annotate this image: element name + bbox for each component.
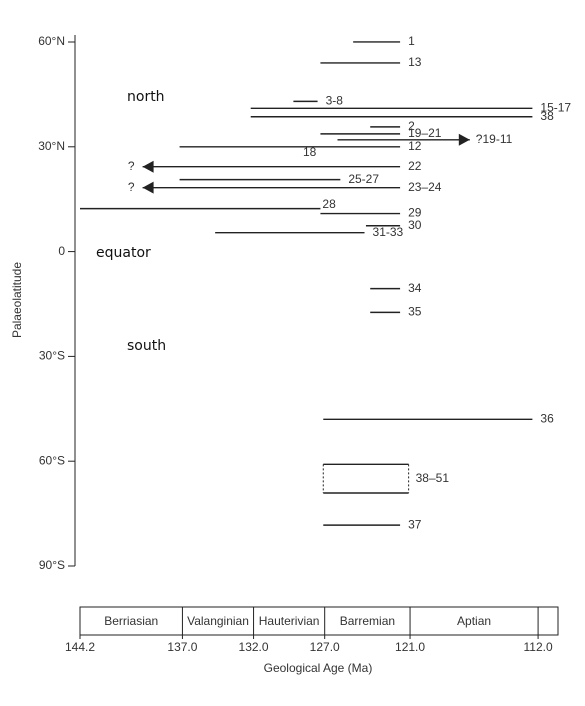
range-label: ?19-11 xyxy=(476,132,513,146)
annotation: 18 xyxy=(303,145,317,159)
x-tick-label: 121.0 xyxy=(395,640,425,654)
range-label: 31-33 xyxy=(373,225,404,239)
range-label: 30 xyxy=(408,218,422,232)
range-label: 19–21 xyxy=(408,126,442,140)
range-start-label: ? xyxy=(128,180,135,194)
x-tick-label: 112.0 xyxy=(524,640,553,654)
y-tick-label: 30°S xyxy=(39,349,65,363)
y-tick-label: 30°N xyxy=(38,139,65,153)
x-tick-label: 132.0 xyxy=(239,640,269,654)
y-tick-label: 90°S xyxy=(39,558,65,572)
stage-label: Hauterivian xyxy=(259,614,320,628)
range-label: 1 xyxy=(408,34,415,48)
x-tick-label: 137.0 xyxy=(167,640,197,654)
range-label: 36 xyxy=(540,411,554,425)
range-label: 38 xyxy=(540,109,554,123)
arrow-head xyxy=(142,181,154,194)
annotation: equator xyxy=(96,245,151,261)
annotation: south xyxy=(127,338,166,354)
range-label: 34 xyxy=(408,281,422,295)
y-tick-label: 60°N xyxy=(38,34,65,48)
range-label: 25-27 xyxy=(348,172,379,186)
range-label: 22 xyxy=(408,159,422,173)
range-label: 28 xyxy=(322,197,336,211)
range-label: 37 xyxy=(408,517,422,531)
range-label: 29 xyxy=(408,206,422,220)
stage-label: Valanginian xyxy=(187,614,249,628)
arrow-head xyxy=(142,160,154,173)
range-start-label: ? xyxy=(128,159,135,173)
stage-frame xyxy=(79,606,559,636)
y-tick-label: 0 xyxy=(58,244,65,258)
x-axis-title: Geological Age (Ma) xyxy=(264,661,373,675)
range-label: 35 xyxy=(408,305,422,319)
range-label: 15-17 xyxy=(540,101,571,115)
x-tick-label: 144.2 xyxy=(65,640,95,654)
y-tick-label: 60°S xyxy=(39,453,65,467)
x-tick-label: 127.0 xyxy=(310,640,340,654)
range-label: 3-8 xyxy=(326,94,344,108)
y-axis-title: Palaeolatitude xyxy=(10,262,24,338)
stage-label: Aptian xyxy=(457,614,491,628)
range-label: 23–24 xyxy=(408,180,442,194)
arrow-head xyxy=(458,133,470,146)
range-label: 12 xyxy=(408,139,422,153)
stage-label: Berriasian xyxy=(104,614,158,628)
range-label: 2 xyxy=(408,119,415,133)
range-label: 13 xyxy=(408,55,422,69)
stage-label: Barremian xyxy=(340,614,395,628)
annotation: north xyxy=(127,89,165,105)
box-label: 38–51 xyxy=(416,471,450,485)
